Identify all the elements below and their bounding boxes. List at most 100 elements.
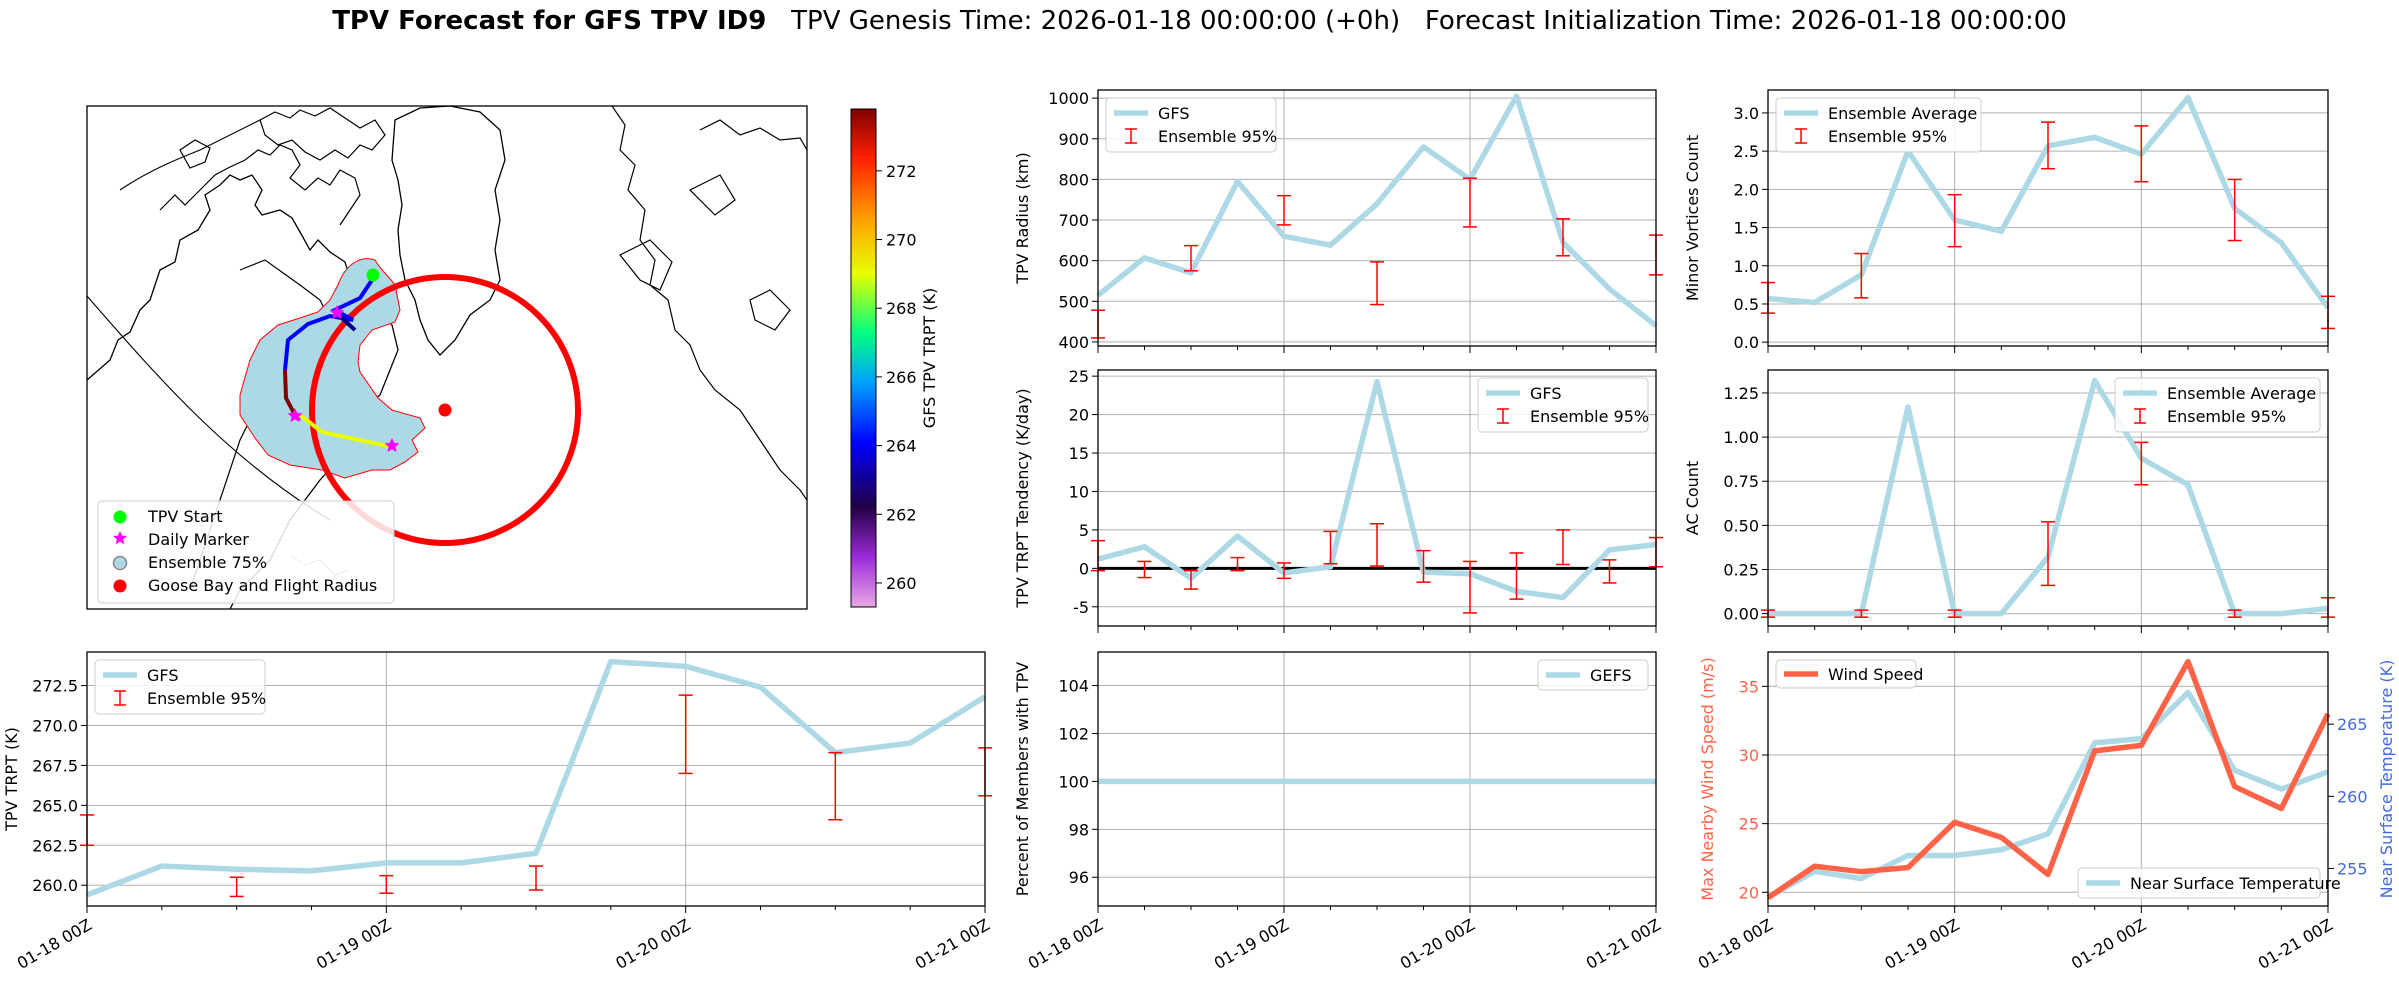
colorbar-gradient	[850, 108, 877, 608]
y-tick-label: 104	[1058, 677, 1089, 696]
daily-marker-star-1	[329, 305, 345, 319]
y-tick-label: 0.00	[1723, 605, 1759, 624]
axes-frame	[86, 651, 986, 907]
legend-frame	[1775, 97, 1982, 153]
map-legend-frame	[97, 500, 395, 604]
y-tick-label: 2.5	[1734, 142, 1759, 161]
legend-errorbar-label: Ensemble 95%	[1158, 127, 1277, 146]
colorbar-tick-label: 264	[886, 437, 917, 456]
colorbar-tick-label: 262	[886, 505, 917, 524]
wind-legend-label: Wind Speed	[1828, 665, 1923, 684]
y-tick-label: 0.0	[1734, 333, 1759, 352]
colorbar-tick-label: 272	[886, 162, 917, 181]
y-tick-label: 0.50	[1723, 516, 1759, 535]
genesis-time: TPV Genesis Time: 2026-01-18 00:00:00 (+…	[791, 6, 1401, 36]
x-tick-label: 01-18 00Z	[1025, 915, 1106, 973]
y-tick-label: 800	[1058, 170, 1089, 189]
y-axis-label: Minor Vortices Count	[1683, 135, 1702, 301]
wind-temperature-panel: 20 25 30 35 01-18 00Z 01-19 00Z 01-20 00Z 01-21…	[1695, 651, 2396, 973]
legend-frame	[1537, 659, 1649, 691]
axes-frame	[1097, 651, 1657, 907]
y-tick-label: 1.00	[1723, 428, 1759, 447]
y-tick-label: 900	[1058, 130, 1089, 149]
legend-line-label: GEFS	[1590, 666, 1632, 685]
y-axis-label: TPV TRPT (K)	[2, 727, 21, 832]
y-tick-label: -5	[1073, 598, 1089, 617]
y-tick-label: 0.75	[1723, 472, 1759, 491]
y-tick-label: 1.25	[1723, 384, 1759, 403]
coastline-west	[87, 174, 399, 609]
y-tick-label: 100	[1058, 772, 1089, 791]
y-tick-label: 25	[1739, 815, 1759, 834]
wind-legend-frame	[1775, 659, 1917, 689]
flight-radius-circle	[309, 274, 581, 546]
y-tick-label: 5	[1079, 521, 1089, 540]
y-right-tick-label: 260	[2337, 787, 2368, 806]
colorbar-tick-label: 266	[886, 368, 917, 387]
wind-series-line	[1766, 658, 2331, 901]
coastline-greenland	[391, 106, 506, 356]
legend-line-label: GFS	[1530, 384, 1561, 403]
x-tick-label: 01-20 00Z	[2068, 915, 2149, 973]
y-axis-label: Max Nearby Wind Speed (m/s)	[1698, 657, 1717, 900]
legend-errorbar-label: Ensemble 95%	[2167, 407, 2286, 426]
y-tick-label: 265.0	[32, 796, 78, 815]
axes-frame	[1767, 651, 2329, 907]
y-tick-label: 0.5	[1734, 295, 1759, 314]
y-tick-label: 2.0	[1734, 180, 1759, 199]
coastline-arctic-islands	[159, 107, 386, 226]
y-tick-label: 600	[1058, 252, 1089, 271]
map-boundary-arc	[87, 119, 331, 521]
daily-marker-star-2	[287, 408, 303, 422]
temp-legend-label: Near Surface Temperature	[2130, 874, 2341, 893]
temperature-series-line	[1766, 689, 2329, 900]
tpv-track-segment-5	[298, 413, 393, 449]
y-tick-label: 1000	[1048, 89, 1089, 108]
y-axis-label: TPV TRPT Tendency (K/day)	[1013, 388, 1032, 608]
legend-line-label: Ensemble Average	[1828, 104, 1977, 123]
legend-goose-marker	[113, 579, 127, 593]
y-right-axis-label: Near Surface Temperature (K)	[2377, 660, 2396, 899]
legend-errorbar-label: Ensemble 95%	[1828, 127, 1947, 146]
y-tick-label: 260.0	[32, 876, 78, 895]
y-tick-label: 20	[1069, 406, 1089, 425]
x-tick-label: 01-20 00Z	[1397, 915, 1478, 973]
y-right-tick-label: 265	[2337, 715, 2368, 734]
figure-title-bold: TPV Forecast for GFS TPV ID9	[332, 6, 767, 36]
x-tick-label: 01-21 00Z	[912, 915, 993, 973]
y-tick-label: 102	[1058, 724, 1089, 743]
legend-goose-label: Goose Bay and Flight Radius	[148, 576, 377, 595]
axes-frame	[1767, 89, 2329, 347]
colorbar-label: GFS TPV TRPT (K)	[920, 288, 939, 428]
legend-errorbar-label: Ensemble 95%	[1530, 407, 1649, 426]
y-tick-label: 700	[1058, 211, 1089, 230]
y-tick-label: 267.5	[32, 756, 78, 775]
legend-frame	[2114, 377, 2321, 433]
colorbar-tick-label: 270	[886, 231, 917, 250]
y-tick-label: 96	[1069, 868, 1089, 887]
y-tick-label: 0.25	[1723, 561, 1759, 580]
legend-ensemble-label: Ensemble 75%	[148, 553, 267, 572]
legend-start-marker	[113, 510, 127, 524]
map-content	[87, 106, 807, 609]
goose-bay-point	[438, 403, 452, 417]
figure-title: TPV Forecast for GFS TPV ID9 TPV Genesis…	[0, 6, 2399, 36]
legend-ensemble-patch	[112, 555, 128, 571]
legend-daily-star	[113, 531, 127, 545]
y-tick-label: 1.0	[1734, 257, 1759, 276]
daily-marker-star-3	[384, 438, 400, 452]
y-tick-label: 400	[1058, 333, 1089, 352]
legend-line-label: GFS	[1158, 104, 1189, 123]
colorbar-tick-label: 268	[886, 299, 917, 318]
tpv-start-point	[366, 268, 380, 282]
y-axis-label: Percent of Members with TPV	[1013, 662, 1032, 896]
legend-daily-label: Daily Marker	[148, 530, 249, 549]
tendency-panel: -5 0 5 10 15 20 25 TPV TRPT Tendency (K/day) GFS…	[1013, 367, 1663, 633]
trpt-panel: 260.0 262.5 265.0 267.5 270.0 272.5 01-18 00Z 0…	[2, 651, 993, 973]
y-tick-label: 30	[1739, 746, 1759, 765]
legend-line-label: Ensemble Average	[2167, 384, 2316, 403]
legend-frame	[94, 659, 266, 715]
y-axis-label: TPV Radius (km)	[1013, 152, 1032, 285]
colorbar-tick-label: 260	[886, 574, 917, 593]
ac-count-panel: 0.00 0.25 0.50 0.75 1.00 1.25 AC Count Ensemble…	[1683, 369, 2335, 633]
